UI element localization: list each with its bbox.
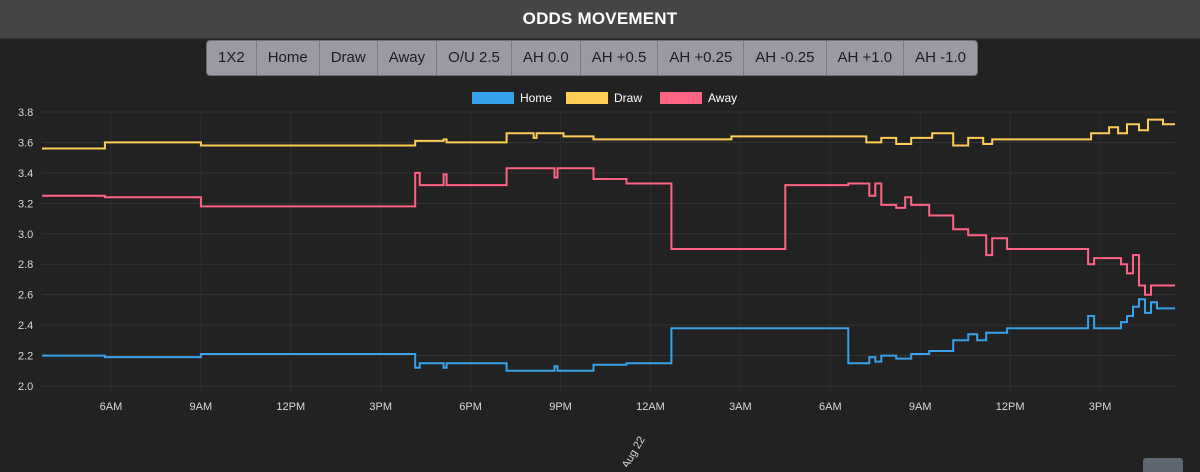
tab-1x2[interactable]: 1X2 bbox=[207, 41, 257, 75]
x-tick-label: 3AM bbox=[729, 401, 752, 413]
tab-ah-plus-0-25[interactable]: AH +0.25 bbox=[658, 41, 745, 75]
y-tick-label: 2.6 bbox=[18, 290, 33, 302]
odds-line-chart: 2.0 2.2 2.4 2.6 2.8 3.0 3.2 3.4 3.6 3.8 6AM 9AM 12PM… bbox=[18, 91, 1175, 467]
tab-ah-plus-0-5[interactable]: AH +0.5 bbox=[581, 41, 659, 75]
x-tick-label: 9PM bbox=[549, 401, 572, 413]
tab-home[interactable]: Home bbox=[257, 41, 320, 75]
tab-ah-minus-1-0[interactable]: AH -1.0 bbox=[915, 49, 966, 66]
x-tick-label: 12PM bbox=[276, 401, 305, 413]
axis-layer: 2.0 2.2 2.4 2.6 2.8 3.0 3.2 3.4 3.6 3.8 6AM 9AM 12PM… bbox=[18, 107, 1111, 467]
x-tick-label: 6AM bbox=[100, 401, 123, 413]
y-tick-label: 3.4 bbox=[18, 168, 33, 180]
legend-label-home: Home bbox=[520, 91, 552, 105]
x-tick-label: 6AM bbox=[819, 401, 842, 413]
series-layer bbox=[42, 118, 1175, 372]
series-line-away bbox=[42, 167, 1175, 296]
y-tick-label: 3.6 bbox=[18, 137, 33, 149]
y-tick-label: 3.2 bbox=[18, 198, 33, 210]
x-tick-label: 3PM bbox=[369, 401, 392, 413]
chart-legend: Home Draw Away bbox=[472, 91, 737, 105]
header-bar: ODDS MOVEMENT bbox=[0, 0, 1200, 39]
x-tick-label: 9AM bbox=[190, 401, 213, 413]
y-tick-label: 2.0 bbox=[18, 381, 33, 393]
y-tick-label: 3.8 bbox=[18, 107, 33, 119]
y-tick-label: 2.4 bbox=[18, 320, 33, 332]
series-line-home bbox=[42, 298, 1175, 372]
tab-away[interactable]: Away bbox=[378, 41, 438, 75]
tab-ou-2-5[interactable]: O/U 2.5 bbox=[437, 41, 512, 75]
grid-layer bbox=[42, 111, 1175, 392]
series-line-draw bbox=[42, 118, 1175, 150]
page-title: ODDS MOVEMENT bbox=[522, 9, 678, 28]
x-tick-label: 9AM bbox=[909, 401, 932, 413]
tab-ah-plus-1-0[interactable]: AH +1.0 bbox=[827, 41, 905, 75]
x-tick-label: 12AM bbox=[636, 401, 665, 413]
tab-ah-minus-0-25[interactable]: AH -0.25 bbox=[744, 41, 827, 75]
legend-swatch-draw bbox=[566, 92, 608, 104]
y-tick-label: 2.2 bbox=[18, 351, 33, 363]
market-tabs: 1X2 Home Draw Away O/U 2.5 AH 0.0 AH +0.… bbox=[206, 40, 978, 76]
legend-label-draw: Draw bbox=[614, 91, 642, 105]
legend-swatch-home bbox=[472, 92, 514, 104]
date-label: Aug 22 bbox=[620, 434, 648, 467]
x-tick-label: 6PM bbox=[459, 401, 482, 413]
legend-swatch-away bbox=[660, 92, 702, 104]
legend-label-away: Away bbox=[708, 91, 737, 105]
y-tick-label: 3.0 bbox=[18, 229, 33, 241]
tab-ah-0-0[interactable]: AH 0.0 bbox=[512, 41, 581, 75]
tab-draw[interactable]: Draw bbox=[320, 41, 378, 75]
x-tick-label: 12PM bbox=[996, 401, 1025, 413]
y-tick-label: 2.8 bbox=[18, 259, 33, 271]
scroll-top-button[interactable] bbox=[1143, 458, 1183, 472]
x-tick-label: 3PM bbox=[1089, 401, 1112, 413]
